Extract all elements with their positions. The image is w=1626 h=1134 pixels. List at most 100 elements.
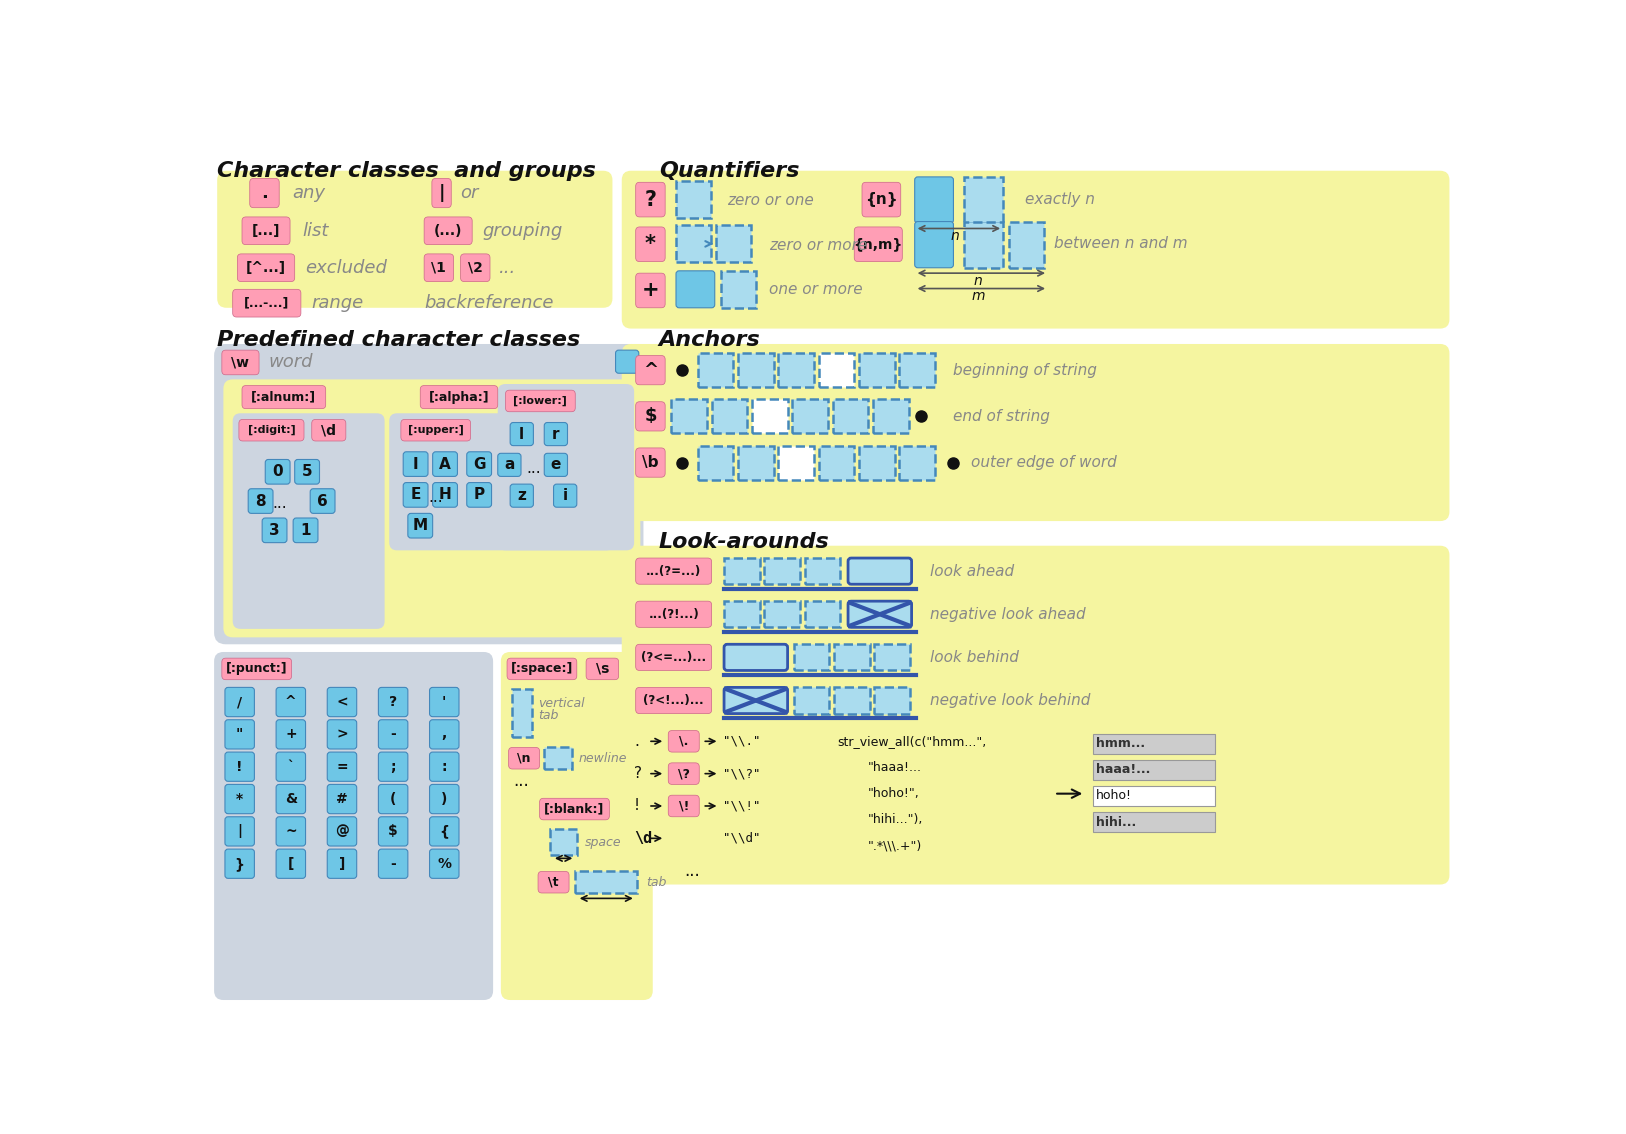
Text: {n}: {n}	[865, 192, 898, 208]
Text: /: /	[237, 695, 242, 709]
Bar	[551, 829, 577, 855]
Text: between n and m: between n and m	[1054, 236, 1189, 252]
Text: a: a	[504, 457, 514, 473]
Bar	[724, 601, 759, 627]
Text: +: +	[642, 280, 659, 301]
Text: ...(?=...): ...(?=...)	[646, 565, 701, 577]
FancyBboxPatch shape	[511, 484, 533, 507]
FancyBboxPatch shape	[724, 644, 787, 670]
FancyBboxPatch shape	[327, 720, 356, 748]
FancyBboxPatch shape	[621, 545, 1449, 885]
FancyBboxPatch shape	[424, 254, 454, 281]
Text: beginning of string: beginning of string	[953, 363, 1098, 378]
FancyBboxPatch shape	[621, 171, 1449, 329]
FancyBboxPatch shape	[585, 658, 618, 679]
Text: list: list	[302, 222, 328, 239]
FancyBboxPatch shape	[327, 785, 356, 814]
Text: z: z	[517, 488, 527, 503]
FancyBboxPatch shape	[224, 785, 254, 814]
FancyBboxPatch shape	[507, 658, 577, 679]
FancyBboxPatch shape	[498, 384, 634, 550]
Bar	[805, 601, 841, 627]
Bar	[899, 446, 935, 480]
FancyBboxPatch shape	[215, 344, 644, 644]
FancyBboxPatch shape	[276, 687, 306, 717]
Text: ~: ~	[285, 824, 296, 838]
FancyBboxPatch shape	[849, 558, 912, 584]
Text: tab: tab	[647, 875, 667, 889]
Text: >: >	[337, 727, 348, 742]
Text: range: range	[312, 294, 364, 312]
Text: backreference: backreference	[424, 294, 553, 312]
Text: haaa!...: haaa!...	[1096, 763, 1151, 777]
FancyBboxPatch shape	[276, 785, 306, 814]
FancyBboxPatch shape	[862, 183, 901, 217]
Text: newline: newline	[579, 752, 628, 764]
Text: $: $	[644, 407, 657, 425]
Text: ]: ]	[338, 856, 345, 871]
Text: !: !	[634, 798, 641, 813]
Text: [:space:]: [:space:]	[511, 662, 572, 676]
FancyBboxPatch shape	[724, 687, 787, 713]
Text: [:lower:]: [:lower:]	[514, 396, 567, 406]
Text: n: n	[974, 273, 982, 288]
Bar	[676, 226, 711, 262]
FancyBboxPatch shape	[538, 871, 569, 892]
Bar	[698, 353, 733, 387]
Text: P: P	[473, 488, 485, 502]
Bar	[964, 221, 1003, 268]
Bar	[751, 399, 787, 433]
Text: %: %	[437, 856, 452, 871]
Text: 5: 5	[302, 464, 312, 480]
Text: \!: \!	[678, 799, 689, 812]
Text: grouping: grouping	[483, 222, 563, 239]
Text: space: space	[585, 836, 621, 848]
FancyBboxPatch shape	[389, 413, 615, 550]
FancyBboxPatch shape	[429, 785, 459, 814]
Text: ?: ?	[644, 189, 657, 210]
Bar	[818, 446, 854, 480]
Text: }: }	[234, 856, 244, 871]
Bar	[1093, 760, 1215, 780]
FancyBboxPatch shape	[506, 390, 576, 412]
FancyBboxPatch shape	[849, 601, 912, 627]
Bar	[764, 601, 800, 627]
FancyBboxPatch shape	[636, 644, 712, 670]
FancyBboxPatch shape	[403, 483, 428, 507]
FancyBboxPatch shape	[621, 344, 1449, 522]
Text: Anchors: Anchors	[659, 330, 761, 350]
Text: ^: ^	[285, 695, 296, 709]
FancyBboxPatch shape	[239, 420, 304, 441]
FancyBboxPatch shape	[408, 514, 433, 538]
Bar	[698, 446, 733, 480]
Text: n: n	[951, 229, 959, 243]
Text: Character classes  and groups: Character classes and groups	[218, 161, 597, 180]
Text: (?<!...)...: (?<!...)...	[644, 694, 704, 706]
FancyBboxPatch shape	[312, 420, 346, 441]
FancyBboxPatch shape	[460, 254, 489, 281]
Text: any: any	[293, 184, 325, 202]
Text: |: |	[439, 184, 446, 202]
FancyBboxPatch shape	[545, 454, 567, 476]
Text: negative look behind: negative look behind	[930, 693, 1091, 708]
Bar	[1093, 734, 1215, 754]
FancyBboxPatch shape	[276, 849, 306, 879]
Bar	[779, 446, 815, 480]
Text: (: (	[390, 792, 397, 806]
Text: [...]: [...]	[252, 223, 280, 238]
FancyBboxPatch shape	[424, 217, 472, 245]
Bar	[512, 689, 532, 737]
Bar	[793, 644, 829, 670]
Text: look behind: look behind	[930, 650, 1020, 665]
Text: !: !	[236, 760, 242, 773]
FancyBboxPatch shape	[249, 489, 273, 514]
Text: =: =	[337, 760, 348, 773]
Text: 8: 8	[255, 493, 267, 508]
Text: {: {	[439, 824, 449, 838]
FancyBboxPatch shape	[668, 730, 699, 752]
Bar	[720, 271, 756, 307]
FancyBboxPatch shape	[668, 763, 699, 785]
Bar	[1093, 786, 1215, 806]
Text: \w: \w	[231, 355, 249, 370]
Text: "\\d": "\\d"	[722, 832, 759, 845]
